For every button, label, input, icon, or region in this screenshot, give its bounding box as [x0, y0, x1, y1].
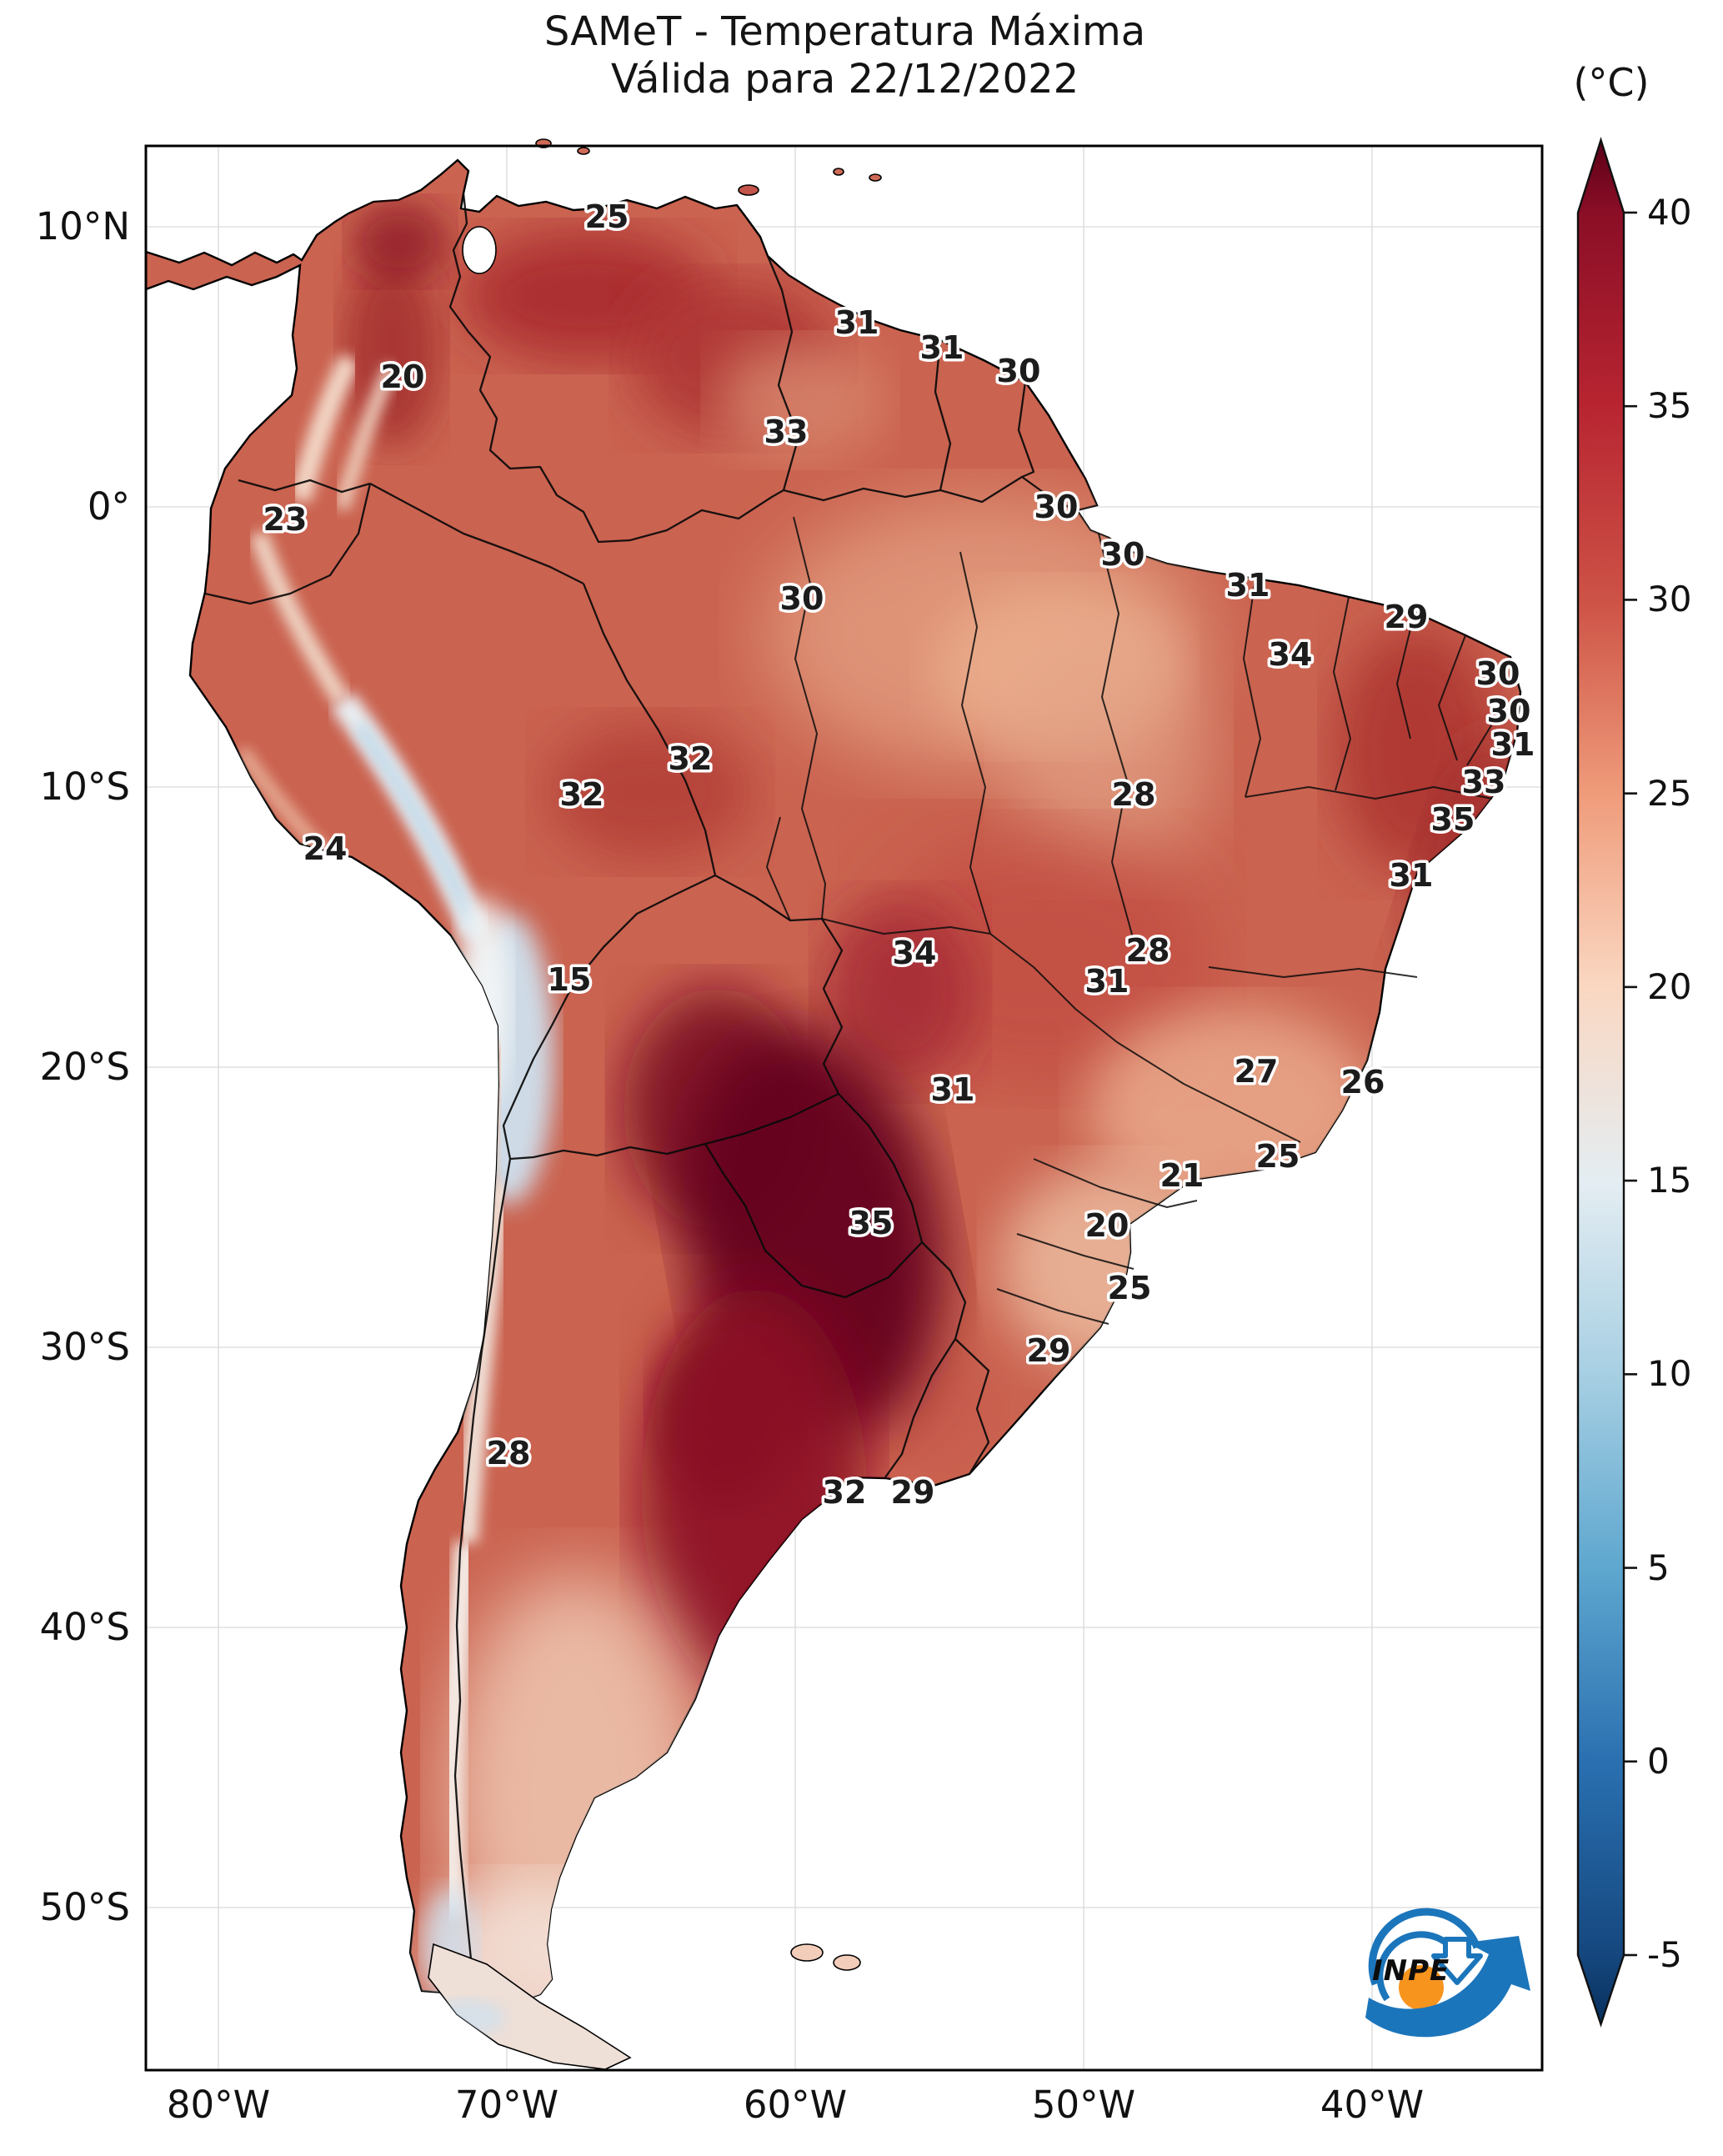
lon-tick-label: 40°W	[1320, 2083, 1425, 2127]
up-arrow-icon	[1365, 1936, 1530, 2038]
lat-tick-label: 10°N	[35, 204, 130, 248]
colorbar-tick-label: 5	[1647, 1547, 1670, 1588]
temp-value-label: 31	[920, 329, 964, 366]
down-arrow-icon	[1431, 1937, 1483, 1985]
lat-tick-label: 40°S	[39, 1605, 130, 1649]
temp-value-label: 31	[931, 1071, 975, 1108]
temp-value-label: 20	[381, 358, 425, 395]
temp-value-label: 30	[1034, 489, 1079, 525]
colorbar-tick-label: -5	[1647, 1934, 1682, 1975]
colorbar-tick-label: 15	[1647, 1160, 1692, 1201]
colorbar-tick-label: 30	[1647, 579, 1692, 620]
temp-value-label: 31	[1226, 567, 1270, 604]
temp-value-label: 26	[1341, 1064, 1385, 1101]
temp-value-label: 32	[669, 740, 713, 777]
temp-value-label: 31	[1491, 726, 1535, 763]
temp-value-label: 15	[548, 961, 592, 998]
temp-value-label: 33	[1462, 764, 1506, 800]
temp-value-label: 25	[1256, 1138, 1300, 1175]
temp-value-label: 25	[1108, 1270, 1152, 1306]
temp-value-label: 23	[263, 501, 308, 538]
lat-tick-label: 10°S	[39, 765, 130, 809]
temp-value-label: 34	[1269, 636, 1313, 673]
temp-value-label: 30	[997, 353, 1041, 389]
colorbar-tick-label: 25	[1647, 772, 1692, 814]
temp-value-label: 30	[780, 580, 824, 617]
inpe-logo-text: INPE	[1372, 1954, 1450, 1988]
colorbar-tick-label: 10	[1647, 1353, 1692, 1395]
temp-value-label: 32	[823, 1474, 867, 1511]
temp-value-label: 29	[1385, 599, 1429, 635]
temp-value-label: 31	[1390, 857, 1434, 894]
temp-value-label: 28	[1126, 932, 1170, 969]
lon-tick-label: 80°W	[166, 2083, 271, 2127]
colorbar-ticks	[1624, 211, 1637, 1957]
colorbar-unit: (°C)	[1573, 60, 1650, 105]
temp-value-label: 27	[1235, 1053, 1279, 1090]
orange-dot	[1399, 1965, 1444, 2010]
colorbar-tick-label: 40	[1647, 192, 1692, 233]
state-borders	[766, 516, 1501, 1325]
temp-value-label: 29	[1027, 1332, 1071, 1369]
temp-value-label: 31	[835, 304, 879, 341]
lat-tick-label: 20°S	[39, 1045, 130, 1089]
temp-value-label: 35	[849, 1205, 894, 1241]
title-line2: Válida para 22/12/2022	[610, 56, 1079, 103]
temp-value-label: 21	[1160, 1157, 1205, 1194]
temp-value-label: 34	[893, 935, 937, 971]
temp-value-label: 28	[1112, 776, 1156, 813]
temp-value-label: 33	[764, 414, 809, 450]
colorbar-tick-label: 20	[1647, 965, 1692, 1007]
temp-value-label: 20	[1085, 1207, 1129, 1244]
lat-tick-label: 30°S	[39, 1325, 130, 1369]
inpe-logo	[1365, 1908, 1530, 2038]
lat-tick-label: 0°	[87, 484, 130, 529]
colorbar-tick-label: 0	[1647, 1740, 1670, 1782]
temp-value-label: 31	[1085, 963, 1129, 1000]
country-borders	[204, 193, 1076, 1968]
colorbar-tick-label: 35	[1647, 385, 1692, 427]
temp-value-label: 25	[585, 198, 629, 235]
temp-value-label: 35	[1431, 801, 1475, 838]
temp-value-label: 29	[891, 1474, 935, 1511]
title-line1: SAMeT - Temperatura Máxima	[543, 8, 1146, 55]
temperature-labels: 2520233131303330303129343030313335313032…	[260, 196, 1538, 1514]
temp-value-label: 24	[303, 830, 348, 867]
lon-tick-label: 70°W	[454, 2083, 559, 2127]
page-title: SAMeT - Temperatura Máxima Válida para 2…	[146, 8, 1544, 103]
temp-value-label: 30	[1476, 655, 1520, 692]
lon-tick-label: 50°W	[1031, 2083, 1136, 2127]
temp-value-label: 30	[1487, 693, 1531, 730]
temp-value-label: 28	[487, 1435, 531, 1472]
colorbar	[1576, 137, 1637, 2028]
lat-tick-label: 50°S	[39, 1885, 130, 1929]
axes-frame	[144, 144, 1544, 2072]
lon-tick-label: 60°W	[743, 2083, 848, 2127]
temp-value-label: 30	[1101, 536, 1145, 573]
lake-maracaibo	[462, 226, 497, 274]
temp-value-label: 32	[560, 776, 604, 813]
